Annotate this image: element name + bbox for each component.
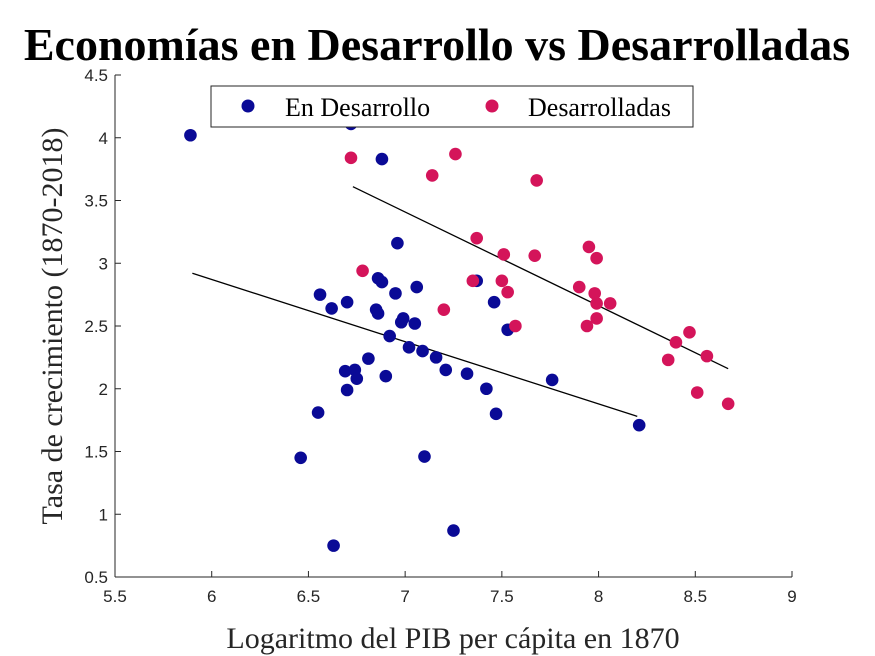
y-tick-label: 3.5 — [84, 192, 108, 211]
data-point-series-0 — [545, 373, 559, 387]
legend-label-en-desarrollo: En Desarrollo — [285, 93, 430, 122]
data-point-series-0 — [184, 128, 197, 142]
trend-line-series-1 — [352, 186, 729, 370]
x-tick-label: 9 — [787, 587, 796, 606]
data-point-series-1 — [470, 231, 484, 245]
data-point-series-1 — [528, 249, 542, 263]
axes: 5.5 6 6.5 7 7.5 8 8.5 9 0.5 1 1.5 2 2.5 3 3.5 4 4.5 — [84, 66, 796, 606]
x-tick-label: 7 — [400, 587, 409, 606]
data-point-series-1 — [661, 353, 675, 367]
data-point-series-1 — [449, 147, 462, 161]
data-point-series-0 — [416, 344, 429, 358]
data-point-series-1 — [590, 312, 603, 325]
data-point-series-1 — [590, 251, 603, 265]
data-point-series-0 — [410, 280, 424, 294]
data-point-series-0 — [375, 152, 389, 166]
data-point-series-0 — [480, 382, 493, 396]
data-point-series-0 — [408, 317, 422, 330]
data-point-series-1 — [700, 349, 714, 363]
data-point-series-0 — [487, 295, 501, 309]
data-point-series-0 — [311, 406, 325, 419]
x-tick-label: 6.5 — [297, 587, 321, 606]
data-point-series-0 — [350, 372, 364, 386]
legend-box — [210, 85, 694, 128]
data-point-series-0 — [294, 451, 307, 465]
data-point-series-0 — [371, 307, 385, 320]
data-point-series-1 — [683, 325, 696, 339]
data-point-series-0 — [418, 450, 431, 463]
data-point-series-0 — [632, 418, 646, 432]
data-point-series-1 — [356, 264, 369, 278]
data-point-series-1 — [495, 274, 509, 288]
data-point-series-1 — [466, 274, 480, 288]
data-point-series-1 — [588, 287, 602, 300]
y-axis-label: Tasa de crecimiento (1870-2018) — [36, 128, 69, 525]
data-point-series-1 — [501, 285, 514, 299]
y-tick-label: 3 — [99, 254, 108, 273]
data-point-series-0 — [375, 275, 389, 289]
data-point-series-0 — [362, 352, 375, 365]
data-point-series-0 — [391, 236, 404, 250]
trend-line-series-0 — [192, 272, 638, 417]
data-point-series-0 — [340, 295, 354, 309]
y-tick-label: 2 — [99, 380, 108, 399]
data-point-series-0 — [402, 341, 416, 354]
y-tick-label: 4.5 — [84, 66, 108, 85]
y-tick-label: 2.5 — [84, 317, 108, 336]
y-tick-label: 1 — [99, 505, 108, 524]
data-point-series-1 — [437, 303, 451, 316]
data-point-series-0 — [460, 367, 474, 380]
legend-label-desarrolladas: Desarrolladas — [528, 93, 671, 122]
data-point-series-1 — [690, 386, 704, 399]
y-tick-label: 0.5 — [84, 568, 108, 587]
legend: En Desarrollo Desarrolladas — [210, 85, 694, 128]
x-tick-label: 8.5 — [683, 587, 707, 606]
data-point-series-1 — [425, 169, 439, 182]
data-point-series-1 — [590, 297, 603, 310]
data-point-series-1 — [580, 319, 594, 333]
data-point-series-1 — [497, 248, 511, 261]
data-point-series-0 — [389, 287, 402, 300]
data-point-series-1 — [669, 336, 683, 349]
data-points — [184, 117, 735, 552]
data-point-series-0 — [338, 364, 352, 378]
legend-marker-desarrolladas — [485, 99, 499, 113]
data-point-series-1 — [721, 397, 735, 411]
trend-lines — [192, 186, 729, 417]
data-point-series-0 — [396, 312, 410, 325]
data-point-series-1 — [603, 297, 617, 310]
data-point-series-0 — [340, 383, 354, 397]
legend-marker-en-desarrollo — [241, 99, 255, 113]
data-point-series-1 — [344, 151, 358, 165]
x-tick-label: 7.5 — [490, 587, 514, 606]
data-point-series-0 — [313, 288, 327, 301]
x-tick-label: 6 — [207, 587, 216, 606]
data-point-series-1 — [582, 240, 596, 254]
data-point-series-0 — [447, 524, 460, 537]
y-tick-label: 4 — [99, 129, 108, 148]
data-point-series-0 — [379, 369, 393, 383]
data-point-series-0 — [439, 363, 453, 377]
x-tick-label: 8 — [594, 587, 603, 606]
data-point-series-1 — [509, 319, 522, 333]
data-point-series-0 — [325, 302, 338, 315]
data-point-series-1 — [530, 174, 543, 187]
x-axis-label: Logaritmo del PIB per cápita en 1870 — [226, 622, 679, 655]
chart-title: Economías en Desarrollo vs Desarrolladas — [24, 19, 850, 70]
data-point-series-0 — [489, 407, 503, 421]
data-point-series-1 — [572, 280, 586, 294]
data-point-series-0 — [429, 351, 443, 364]
y-tick-label: 1.5 — [84, 443, 108, 462]
x-tick-label: 5.5 — [103, 587, 127, 606]
data-point-series-0 — [383, 329, 396, 343]
data-point-series-0 — [327, 539, 340, 552]
